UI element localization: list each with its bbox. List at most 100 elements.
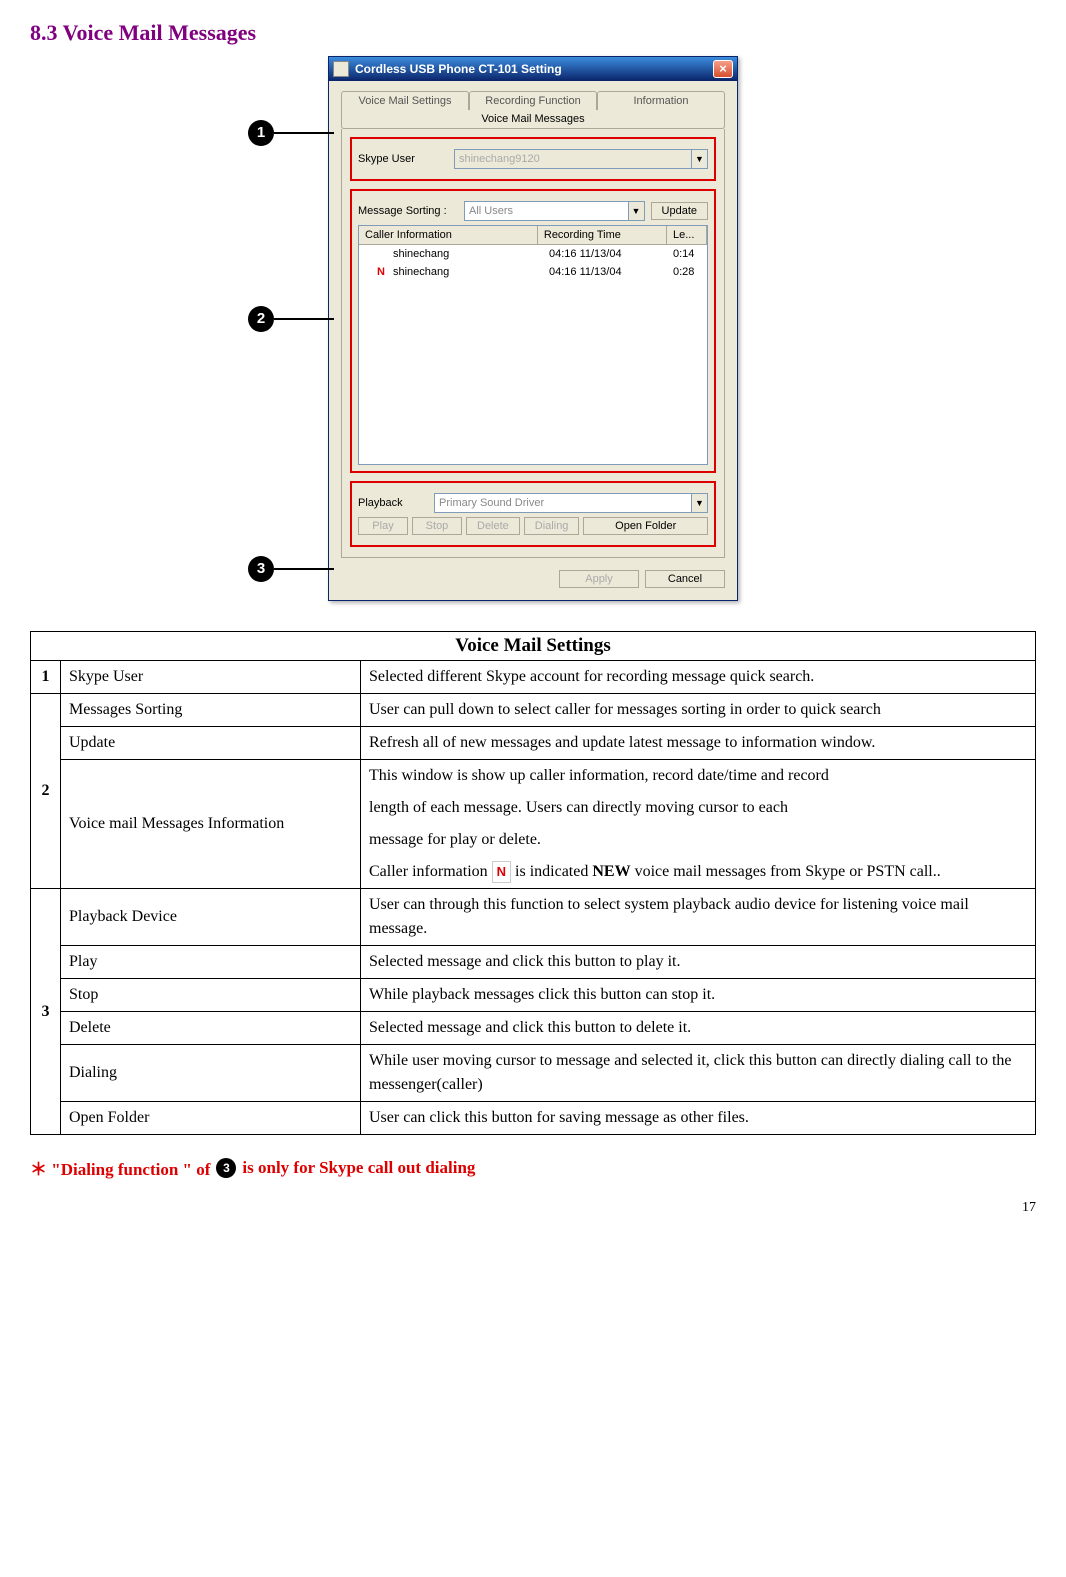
- name-cell: Open Folder: [61, 1102, 361, 1135]
- desc-text: Caller information: [369, 863, 492, 880]
- num-cell: 2: [31, 694, 61, 889]
- section-heading: 8.3 Voice Mail Messages: [30, 20, 1036, 46]
- chevron-down-icon[interactable]: ▼: [692, 149, 708, 169]
- skype-user-label: Skype User: [358, 153, 448, 165]
- desc-cell: Selected message and click this button t…: [361, 1012, 1036, 1045]
- list-header: Caller Information Recording Time Le...: [359, 226, 707, 245]
- skype-user-value: shinechang9120: [454, 149, 692, 169]
- name-cell: Messages Sorting: [61, 694, 361, 727]
- window-body: Voice Mail Settings Recording Function I…: [329, 81, 737, 600]
- recording-length: 0:28: [667, 265, 707, 279]
- desc-cell: Refresh all of new messages and update l…: [361, 727, 1036, 760]
- message-sorting-dropdown[interactable]: All Users ▼: [464, 201, 645, 221]
- titlebar: Cordless USB Phone CT-101 Setting ×: [329, 57, 737, 81]
- tab-voice-mail-settings[interactable]: Voice Mail Settings: [341, 91, 469, 110]
- name-cell: Play: [61, 946, 361, 979]
- name-cell: Voice mail Messages Information: [61, 760, 361, 889]
- desc-cell: Selected different Skype account for rec…: [361, 661, 1036, 694]
- desc-cell: User can pull down to select caller for …: [361, 694, 1036, 727]
- message-sorting-value: All Users: [464, 201, 629, 221]
- desc-bold: NEW: [592, 863, 630, 880]
- num-cell: 3: [31, 889, 61, 1135]
- recording-length: 0:14: [667, 247, 707, 261]
- footnote: ＊ "Dialing function " of 3 is only for S…: [30, 1155, 1036, 1180]
- apply-button[interactable]: Apply: [559, 570, 639, 588]
- skype-user-row: Skype User shinechang9120 ▼: [358, 149, 708, 169]
- region-1: Skype User shinechang9120 ▼: [350, 137, 716, 181]
- footnote-post: is only for Skype call out dialing: [242, 1158, 475, 1178]
- col-caller-info[interactable]: Caller Information: [359, 226, 538, 244]
- screenshot-container: 1 2 3 Cordless USB Phone CT-101 Setting …: [30, 56, 1036, 601]
- region-2: Message Sorting : All Users ▼ Update Cal…: [350, 189, 716, 473]
- caller-name: shinechang: [393, 266, 449, 278]
- tab-row: Voice Mail Settings Recording Function I…: [341, 91, 725, 110]
- app-icon: [333, 61, 349, 77]
- tab-information[interactable]: Information: [597, 91, 725, 110]
- message-sorting-label: Message Sorting :: [358, 205, 458, 217]
- playback-label: Playback: [358, 497, 428, 509]
- desc-cell: While playback messages click this butto…: [361, 979, 1036, 1012]
- table-row: Stop While playback messages click this …: [31, 979, 1036, 1012]
- messages-list[interactable]: Caller Information Recording Time Le... …: [358, 225, 708, 465]
- stop-button[interactable]: Stop: [412, 517, 462, 535]
- play-button[interactable]: Play: [358, 517, 408, 535]
- xp-window: Cordless USB Phone CT-101 Setting × Voic…: [328, 56, 738, 601]
- table-row: 2 Messages Sorting User can pull down to…: [31, 694, 1036, 727]
- new-badge: N: [377, 266, 389, 278]
- desc-text: is indicated: [515, 863, 592, 880]
- desc-cell: Selected message and click this button t…: [361, 946, 1036, 979]
- chevron-down-icon[interactable]: ▼: [629, 201, 645, 221]
- table-row: 3 Playback Device User can through this …: [31, 889, 1036, 946]
- delete-button[interactable]: Delete: [466, 517, 520, 535]
- table-row: Delete Selected message and click this b…: [31, 1012, 1036, 1045]
- recording-time: 04:16 11/13/04: [543, 265, 667, 279]
- open-folder-button[interactable]: Open Folder: [583, 517, 708, 535]
- name-cell: Update: [61, 727, 361, 760]
- playback-device-value: Primary Sound Driver: [434, 493, 692, 513]
- recording-time: 04:16 11/13/04: [543, 247, 667, 261]
- name-cell: Skype User: [61, 661, 361, 694]
- sorting-row: Message Sorting : All Users ▼ Update: [358, 201, 708, 221]
- desc-text: voice mail messages from Skype or PSTN c…: [635, 863, 941, 880]
- desc-line: length of each message. Users can direct…: [369, 796, 1027, 820]
- table-row: Play Selected message and click this but…: [31, 946, 1036, 979]
- cancel-button[interactable]: Cancel: [645, 570, 725, 588]
- annotated-screenshot: 1 2 3 Cordless USB Phone CT-101 Setting …: [328, 56, 738, 601]
- list-item[interactable]: Nshinechang 04:16 11/13/04 0:28: [359, 263, 707, 281]
- playback-row: Playback Primary Sound Driver ▼: [358, 493, 708, 513]
- skype-user-dropdown[interactable]: shinechang9120 ▼: [454, 149, 708, 169]
- tab-recording-function[interactable]: Recording Function: [469, 91, 597, 110]
- callout-1: 1: [248, 120, 274, 146]
- tab-voice-mail-messages[interactable]: Voice Mail Messages: [341, 109, 725, 129]
- desc-cell: This window is show up caller informatio…: [361, 760, 1036, 889]
- table-row: Update Refresh all of new messages and u…: [31, 727, 1036, 760]
- playback-device-dropdown[interactable]: Primary Sound Driver ▼: [434, 493, 708, 513]
- col-length[interactable]: Le...: [667, 226, 707, 244]
- name-cell: Delete: [61, 1012, 361, 1045]
- settings-table: Voice Mail Settings 1 Skype User Selecte…: [30, 631, 1036, 1135]
- close-icon[interactable]: ×: [713, 60, 733, 78]
- caller-name: shinechang: [393, 248, 449, 260]
- desc-line: message for play or delete.: [369, 828, 1027, 852]
- desc-line: Caller information N is indicated NEW vo…: [369, 860, 1027, 884]
- n-icon: N: [492, 861, 511, 883]
- name-cell: Playback Device: [61, 889, 361, 946]
- desc-line: This window is show up caller informatio…: [369, 764, 1027, 788]
- callout-3: 3: [248, 556, 274, 582]
- footnote-badge: 3: [216, 1158, 236, 1178]
- update-button[interactable]: Update: [651, 202, 708, 220]
- callout-2-line: [274, 318, 334, 320]
- desc-cell: User can click this button for saving me…: [361, 1102, 1036, 1135]
- callout-2: 2: [248, 306, 274, 332]
- dialog-buttons: Apply Cancel: [341, 570, 725, 588]
- desc-cell: User can through this function to select…: [361, 889, 1036, 946]
- chevron-down-icon[interactable]: ▼: [692, 493, 708, 513]
- footnote-pre: ＊ "Dialing function " of: [30, 1155, 210, 1180]
- col-recording-time[interactable]: Recording Time: [538, 226, 667, 244]
- playback-buttons-row: Play Stop Delete Dialing Open Folder: [358, 517, 708, 535]
- dialing-button[interactable]: Dialing: [524, 517, 580, 535]
- desc-cell: While user moving cursor to message and …: [361, 1045, 1036, 1102]
- settings-table-title: Voice Mail Settings: [31, 632, 1036, 661]
- name-cell: Stop: [61, 979, 361, 1012]
- list-item[interactable]: shinechang 04:16 11/13/04 0:14: [359, 245, 707, 263]
